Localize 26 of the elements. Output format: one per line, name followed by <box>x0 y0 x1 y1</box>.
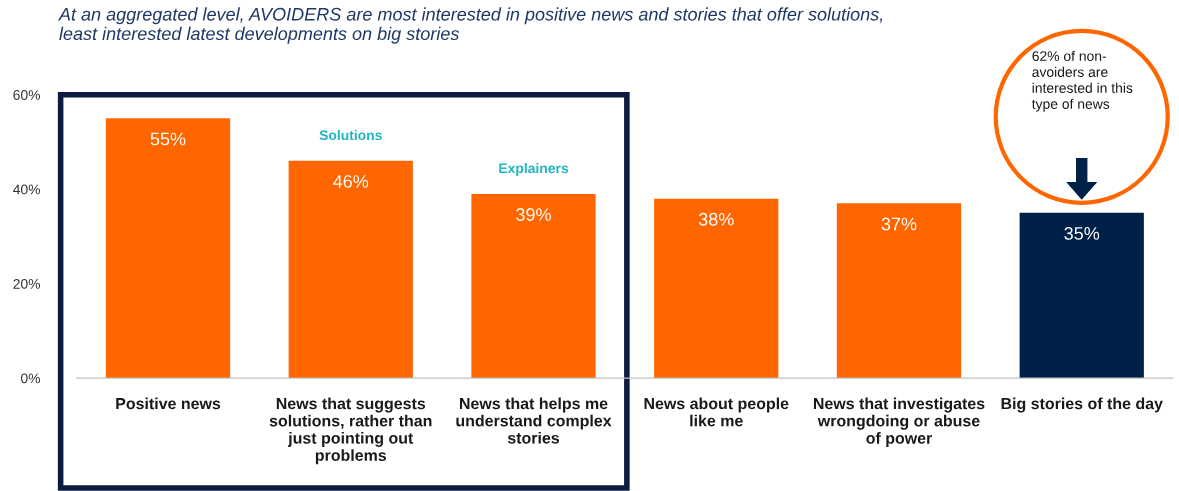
data-label: 46% <box>333 175 369 188</box>
data-label: 55% <box>150 132 186 146</box>
x-tick-label: Positive news <box>116 397 221 410</box>
y-tick-label: 0% <box>20 373 41 384</box>
bar <box>288 160 413 379</box>
x-tick-label: News about people like me <box>644 397 789 427</box>
x-tick-label: News that investigates wrongdoing or abuse of power <box>813 397 985 447</box>
bar <box>105 118 231 379</box>
chart-title: At an aggregated level, AVOIDERS are most interested in positive news and stories that offer solutions, least interested latest developments on big stories <box>58 7 883 44</box>
x-tick-label: Big stories of the day <box>1001 397 1163 413</box>
y-tick-label: 40% <box>13 184 41 195</box>
x-tick-label: News that helps me understand complex stories <box>456 397 612 444</box>
data-label: 38% <box>698 212 734 226</box>
data-label: 37% <box>881 217 917 231</box>
annotation: Explainers <box>499 162 569 176</box>
bar <box>471 193 596 379</box>
x-tick-label: News that suggests solutions, rather than just pointing out problems <box>269 397 432 465</box>
y-tick-label: 60% <box>13 90 41 100</box>
data-label: 35% <box>1064 227 1100 240</box>
bar <box>1019 212 1144 379</box>
annotation: 62% of non- avoiders are interested in this type of news <box>1031 50 1133 112</box>
data-label: 39% <box>516 208 551 221</box>
bar <box>836 203 962 379</box>
y-tick-label: 20% <box>13 278 41 289</box>
bar <box>654 198 779 379</box>
annotation: Solutions <box>319 129 382 141</box>
